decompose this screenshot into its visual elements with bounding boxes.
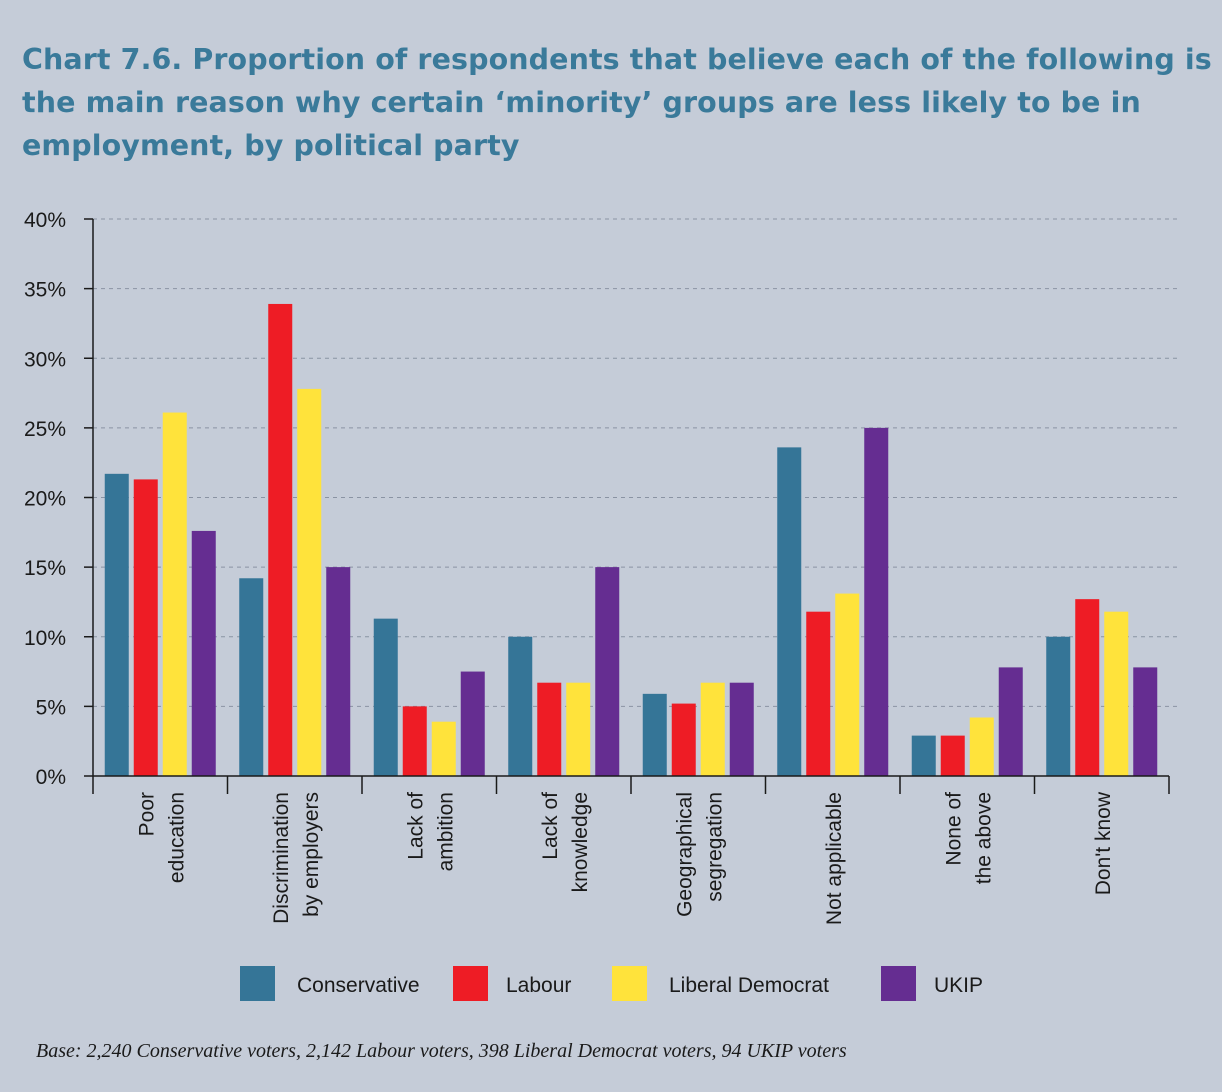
legend-swatch-conservative — [240, 966, 275, 1001]
bar-labour — [940, 735, 965, 776]
bar-ukip — [729, 682, 754, 776]
y-tick-label: 15% — [24, 557, 66, 580]
y-tick-label: 30% — [24, 348, 66, 371]
bar-ukip — [1133, 667, 1158, 776]
x-category-label: education — [165, 792, 188, 883]
bar-labour — [1075, 599, 1100, 776]
x-category-label: segregation — [703, 792, 726, 902]
bar-liberal-democrat — [566, 682, 591, 776]
bar-conservative — [508, 636, 533, 776]
bar-labour — [806, 611, 831, 776]
y-tick-label: 35% — [24, 279, 66, 302]
legend-label: Labour — [506, 974, 571, 997]
bar-labour — [133, 479, 158, 776]
bar-liberal-democrat — [431, 721, 456, 776]
x-category-label: None of — [942, 792, 965, 866]
bar-liberal-democrat — [700, 682, 725, 776]
x-category-label: Lack of — [404, 792, 427, 860]
y-tick-label: 20% — [24, 488, 66, 511]
bar-conservative — [239, 578, 264, 776]
bar-labour — [671, 703, 696, 776]
chart-title: Chart 7.6. Proportion of respondents tha… — [22, 43, 1212, 162]
bar-chart: 0% 5% 10% 15% 20% 25% 30% 35% 40% Poor education Di… — [24, 209, 1180, 1001]
legend-label: Liberal Democrat — [669, 974, 829, 997]
x-category-label: the above — [972, 792, 995, 884]
legend-swatch-ukip — [881, 966, 916, 1001]
bars — [104, 303, 1158, 776]
bar-conservative — [373, 618, 398, 776]
axes: 0% 5% 10% 15% 20% 25% 30% 35% 40% Poor education Di… — [24, 209, 1170, 925]
y-tick-label: 0% — [36, 766, 66, 789]
bar-labour — [537, 682, 562, 776]
x-category-label: Not applicable — [823, 792, 846, 925]
x-category-label: ambition — [434, 792, 457, 871]
y-tick-label: 40% — [24, 209, 66, 232]
bar-conservative — [1046, 636, 1071, 776]
bar-liberal-democrat — [297, 388, 322, 776]
x-category-label: Poor — [135, 792, 158, 836]
footnote: Base: 2,240 Conservative voters, 2,142 L… — [36, 1040, 847, 1062]
legend-swatch-labour — [453, 966, 488, 1001]
legend-label: UKIP — [934, 974, 983, 997]
bar-liberal-democrat — [969, 717, 994, 776]
legend-label: Conservative — [297, 974, 420, 997]
bar-liberal-democrat — [835, 593, 860, 776]
bar-ukip — [595, 567, 620, 776]
y-tick-label: 5% — [36, 696, 66, 719]
legend: Conservative Labour Liberal Democrat UKIP — [240, 966, 983, 1001]
x-category-label: knowledge — [569, 792, 592, 892]
bar-ukip — [864, 427, 889, 776]
bar-conservative — [642, 693, 667, 776]
x-category-label: Geographical — [673, 792, 696, 917]
bar-ukip — [191, 530, 216, 776]
y-tick-label: 25% — [24, 418, 66, 441]
x-category-label: Lack of — [539, 792, 562, 860]
x-category-label: Don't know — [1092, 791, 1115, 895]
legend-swatch-liberal-democrat — [612, 966, 647, 1001]
x-category-label: Discrimination — [270, 792, 293, 924]
bar-ukip — [460, 671, 485, 776]
bar-liberal-democrat — [162, 412, 187, 776]
bar-labour — [402, 706, 427, 776]
bar-labour — [268, 303, 293, 776]
x-category-label: by employers — [300, 792, 323, 917]
bar-conservative — [104, 473, 129, 776]
y-tick-label: 10% — [24, 627, 66, 650]
bar-liberal-democrat — [1104, 611, 1129, 776]
bar-ukip — [998, 667, 1023, 776]
bar-ukip — [326, 567, 351, 776]
bar-conservative — [777, 447, 802, 776]
bar-conservative — [911, 735, 936, 776]
